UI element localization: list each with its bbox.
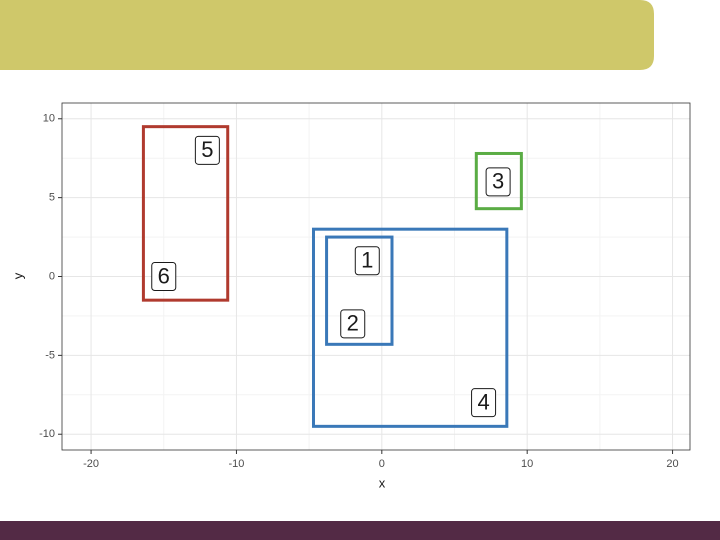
bounding-box xyxy=(325,235,394,346)
y-tick-label: -10 xyxy=(39,428,55,440)
point-label: 5 xyxy=(201,137,213,162)
label-box xyxy=(340,309,366,339)
point-label: 4 xyxy=(477,389,489,414)
chart: -20 -10 0 10 20 -10 -5 0 5 10 1 2 3 4 5 6 xyxy=(39,102,691,470)
x-tick-label: 0 xyxy=(379,458,385,470)
x-tick-label: 20 xyxy=(666,458,678,470)
x-axis-title: x xyxy=(379,475,386,490)
bounding-box xyxy=(311,227,509,428)
x-tick-label: 10 xyxy=(521,458,533,470)
y-axis-title: y xyxy=(10,272,25,279)
point-label: 2 xyxy=(347,311,359,336)
y-tick-label: 0 xyxy=(49,270,55,282)
label-box xyxy=(194,135,220,165)
point-label: 6 xyxy=(158,263,170,288)
x-tick-label: -20 xyxy=(83,458,99,470)
y-tick-label: -5 xyxy=(45,349,55,361)
footer-bar xyxy=(0,521,720,540)
label-box xyxy=(151,262,177,291)
point-label: 3 xyxy=(492,169,504,194)
point-label: 1 xyxy=(361,248,373,273)
x-tick-label: -10 xyxy=(228,458,244,470)
y-tick-label: 10 xyxy=(43,113,55,125)
label-box xyxy=(354,246,380,276)
title-banner xyxy=(0,0,654,70)
bounding-box xyxy=(474,151,523,211)
y-tick-label: 5 xyxy=(49,192,55,204)
bounding-box xyxy=(141,125,230,302)
panel-border xyxy=(61,102,691,451)
label-box xyxy=(471,388,497,418)
label-box xyxy=(485,167,511,197)
